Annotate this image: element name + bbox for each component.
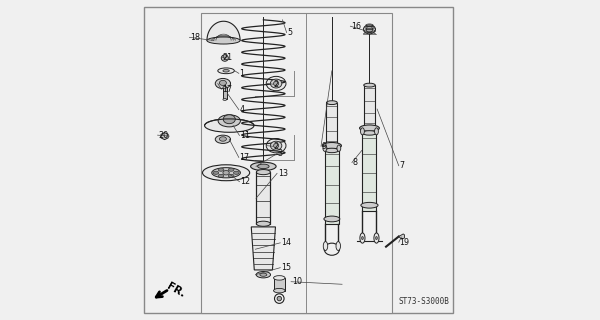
Ellipse shape (229, 168, 234, 171)
Text: 20: 20 (158, 131, 169, 140)
Text: 18: 18 (190, 33, 200, 42)
Ellipse shape (274, 276, 285, 280)
Ellipse shape (218, 174, 224, 177)
Polygon shape (207, 21, 240, 41)
Ellipse shape (325, 148, 338, 153)
Ellipse shape (212, 168, 241, 178)
Ellipse shape (218, 68, 235, 74)
Ellipse shape (256, 271, 271, 278)
Text: 17: 17 (239, 153, 250, 162)
Ellipse shape (223, 69, 229, 72)
Text: 4: 4 (239, 105, 244, 114)
Ellipse shape (233, 171, 239, 174)
Ellipse shape (271, 79, 282, 88)
Bar (274, 278, 285, 291)
Ellipse shape (223, 99, 227, 100)
Bar (325, 150, 338, 224)
Bar (364, 85, 375, 128)
Bar (223, 87, 227, 100)
Ellipse shape (260, 273, 267, 276)
Bar (326, 103, 337, 146)
Ellipse shape (266, 139, 286, 153)
Ellipse shape (359, 125, 379, 131)
Ellipse shape (256, 170, 271, 175)
Ellipse shape (361, 202, 378, 208)
Text: 2: 2 (274, 142, 279, 151)
Ellipse shape (271, 141, 282, 150)
Text: 13: 13 (278, 169, 287, 178)
Ellipse shape (361, 128, 364, 135)
Ellipse shape (274, 143, 278, 148)
Text: 10: 10 (292, 277, 302, 286)
Text: FR.: FR. (165, 281, 187, 299)
Ellipse shape (220, 137, 226, 141)
Ellipse shape (360, 233, 365, 243)
Ellipse shape (205, 119, 254, 132)
Text: 17: 17 (222, 85, 232, 94)
Ellipse shape (374, 128, 379, 135)
Ellipse shape (213, 171, 219, 174)
Text: 19: 19 (400, 238, 410, 247)
Text: 3: 3 (278, 149, 283, 158)
Text: 8: 8 (353, 158, 358, 167)
Polygon shape (251, 227, 275, 270)
Ellipse shape (215, 78, 230, 89)
Ellipse shape (203, 165, 250, 181)
Ellipse shape (223, 171, 229, 175)
Text: 9: 9 (322, 142, 327, 151)
Text: 2: 2 (274, 80, 279, 89)
Polygon shape (399, 234, 404, 239)
Text: 11: 11 (240, 131, 250, 140)
Ellipse shape (336, 242, 340, 251)
Ellipse shape (223, 86, 227, 88)
Bar (201, 13, 392, 313)
Text: ST73-S3000B: ST73-S3000B (399, 297, 450, 306)
Ellipse shape (324, 216, 340, 222)
Ellipse shape (251, 162, 276, 171)
Ellipse shape (364, 25, 376, 34)
Ellipse shape (256, 221, 271, 226)
Text: 7: 7 (400, 161, 404, 170)
Text: 1: 1 (239, 69, 244, 78)
Ellipse shape (323, 145, 327, 151)
Bar (362, 133, 376, 211)
Text: 12: 12 (240, 177, 250, 186)
Ellipse shape (218, 168, 224, 171)
Ellipse shape (366, 26, 373, 33)
Ellipse shape (215, 135, 230, 143)
Ellipse shape (337, 145, 341, 151)
Ellipse shape (274, 81, 278, 86)
Text: 16: 16 (351, 22, 361, 31)
Ellipse shape (207, 37, 240, 44)
Polygon shape (161, 132, 168, 140)
Ellipse shape (326, 101, 337, 105)
Ellipse shape (221, 55, 229, 61)
Ellipse shape (322, 142, 341, 149)
Ellipse shape (220, 80, 226, 85)
Ellipse shape (361, 236, 364, 240)
Ellipse shape (374, 233, 379, 243)
Ellipse shape (362, 131, 376, 135)
Ellipse shape (266, 76, 286, 91)
Text: 5: 5 (287, 28, 292, 37)
Ellipse shape (229, 174, 234, 177)
Text: 21: 21 (222, 53, 232, 62)
Ellipse shape (376, 236, 377, 240)
Ellipse shape (223, 54, 226, 58)
Ellipse shape (257, 164, 269, 169)
Ellipse shape (223, 115, 235, 124)
Text: 14: 14 (281, 238, 291, 247)
Text: 15: 15 (281, 263, 291, 272)
Ellipse shape (277, 296, 281, 301)
Ellipse shape (274, 288, 285, 293)
Bar (256, 172, 271, 224)
Ellipse shape (364, 83, 375, 87)
Ellipse shape (218, 115, 241, 127)
Ellipse shape (323, 242, 328, 251)
